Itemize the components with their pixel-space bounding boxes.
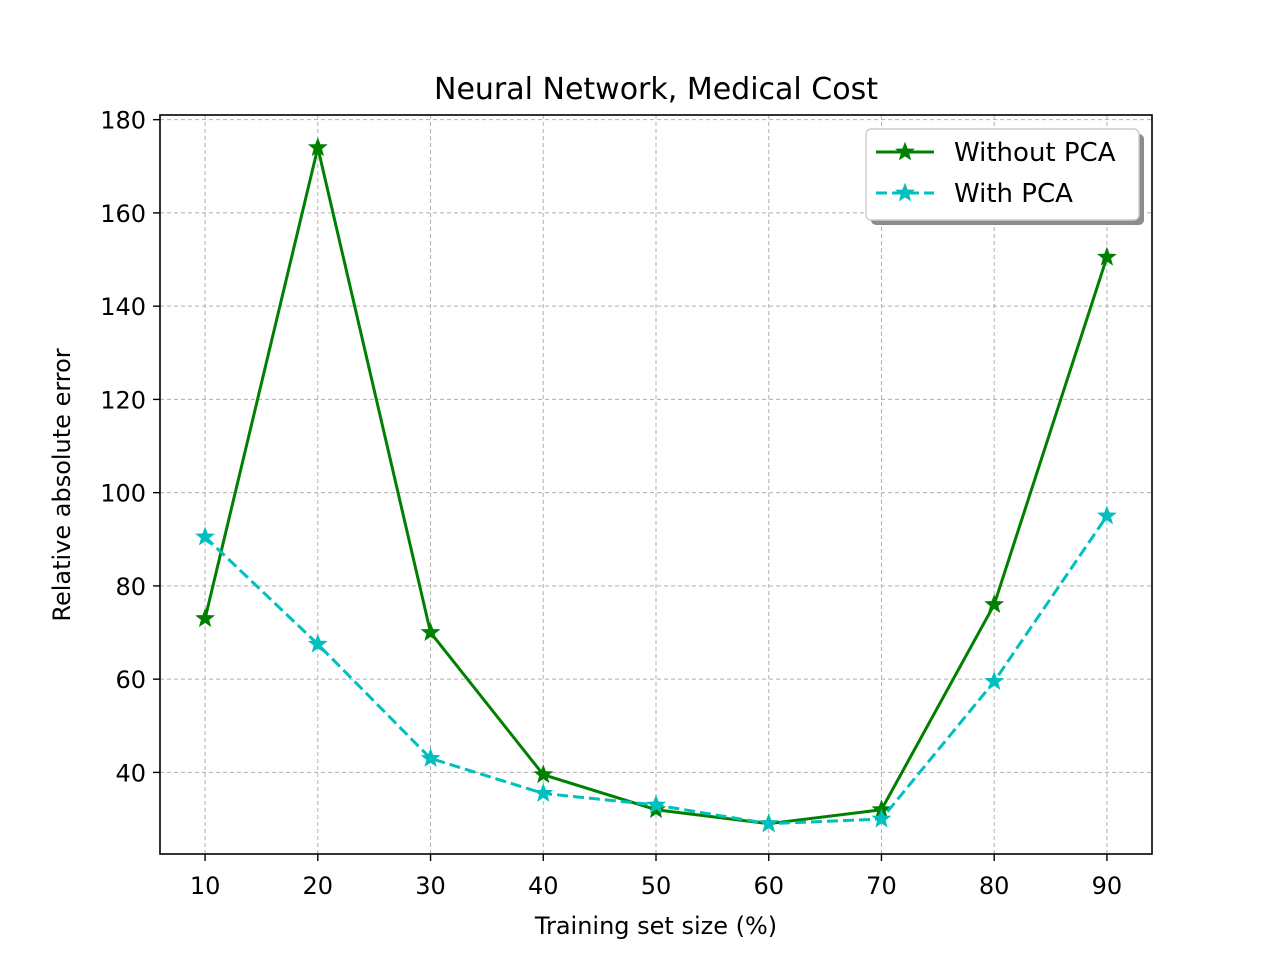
data-point-marker	[195, 526, 216, 546]
x-tick-label: 60	[753, 872, 784, 900]
data-point-marker	[758, 813, 779, 833]
y-tick-label: 120	[100, 386, 146, 414]
y-axis-label: Relative absolute error	[48, 348, 76, 621]
legend-marker	[895, 141, 915, 161]
x-tick-label: 90	[1092, 872, 1123, 900]
y-tick-label: 80	[115, 573, 146, 601]
data-point-marker	[533, 764, 554, 784]
data-point-marker	[195, 608, 216, 627]
y-tick-label: 140	[100, 293, 146, 321]
data-point-marker	[420, 747, 441, 767]
data-point-marker	[1096, 246, 1117, 266]
y-tick-label: 40	[115, 759, 146, 787]
data-point-marker	[420, 622, 441, 641]
axis-ticks: 10 20 30 40 50 60 70 80 90 40 60 80 100 120 140 160 180	[100, 107, 1122, 900]
x-axis-label: Training set size (%)	[534, 912, 777, 940]
data-point-marker	[984, 594, 1005, 613]
data-point-marker	[307, 633, 328, 653]
plot-frame	[159, 114, 1153, 855]
data-point-marker	[307, 137, 328, 157]
legend-marker	[895, 182, 915, 202]
series-layer	[195, 137, 1117, 833]
legend-label: With PCA	[954, 179, 1073, 209]
legend-box	[865, 128, 1140, 221]
y-tick-label: 100	[100, 480, 146, 508]
x-tick-label: 70	[866, 872, 897, 900]
series-with-pca	[195, 505, 1117, 833]
x-tick-label: 20	[303, 872, 334, 900]
data-point-marker	[984, 671, 1005, 690]
legend-label: Without PCA	[954, 138, 1116, 168]
chart-title: Neural Network, Medical Cost	[434, 72, 878, 107]
y-tick-label: 180	[100, 107, 146, 135]
data-point-marker	[646, 794, 666, 814]
y-tick-label: 60	[115, 666, 146, 694]
grid	[160, 115, 1152, 854]
x-tick-label: 30	[415, 872, 446, 900]
x-tick-label: 10	[190, 872, 221, 900]
y-tick-label: 160	[100, 200, 146, 228]
legend: Without PCA With PCA	[865, 128, 1144, 225]
x-tick-label: 50	[641, 872, 672, 900]
x-tick-label: 40	[528, 872, 559, 900]
data-point-marker	[871, 808, 892, 828]
data-point-marker	[1096, 505, 1117, 525]
data-point-marker	[533, 782, 554, 802]
x-tick-label: 80	[979, 872, 1010, 900]
